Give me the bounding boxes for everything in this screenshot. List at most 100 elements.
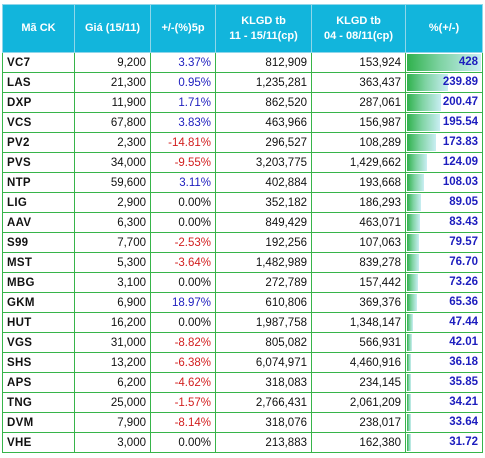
- klgd-previous-cell: 566,931: [311, 332, 406, 353]
- price-cell: 25,000: [74, 392, 151, 413]
- table-row: MBG 3,100 0.00% 272,789 157,442 73.26: [2, 272, 483, 293]
- table-row: VC7 9,200 3.37% 812,909 153,924 428: [2, 52, 483, 73]
- pct-bar: [407, 334, 413, 351]
- pct-bar: [407, 374, 412, 391]
- klgd-previous-cell: 234,145: [311, 372, 406, 393]
- table-row: VCS 67,800 3.83% 463,966 156,987 195.54: [2, 112, 483, 133]
- table-row: AAV 6,300 0.00% 849,429 463,071 83.43: [2, 212, 483, 233]
- pct-bar: [407, 94, 441, 111]
- pct-cell: 83.43: [405, 212, 483, 233]
- header-klgd-previous-line2: 04 - 08/11(cp): [323, 29, 394, 42]
- table-row: HUT 16,200 0.00% 1,987,758 1,348,147 47.44: [2, 312, 483, 333]
- table-body: VC7 9,200 3.37% 812,909 153,924 428 LAS 21,300 0…: [2, 52, 483, 453]
- pct-cell: 33.64: [405, 412, 483, 433]
- pct-cell: 89.05: [405, 192, 483, 213]
- klgd-current-cell: 849,429: [215, 212, 312, 233]
- klgd-current-cell: 1,235,281: [215, 72, 312, 93]
- table-header-row: Mã CK Giá (15/11) +/-(%)5p KLGD tb 11 - …: [2, 4, 483, 53]
- table-row: VGS 31,000 -8.82% 805,082 566,931 42.01: [2, 332, 483, 353]
- pct-bar: [407, 434, 411, 451]
- pct-bar: [407, 154, 428, 171]
- price-cell: 7,700: [74, 232, 151, 253]
- code-cell: VGS: [2, 332, 75, 353]
- klgd-previous-cell: 156,987: [311, 112, 406, 133]
- change-cell: -14.81%: [150, 132, 216, 153]
- code-cell: VCS: [2, 112, 75, 133]
- pct-value: 124.09: [442, 156, 478, 168]
- klgd-current-cell: 318,076: [215, 412, 312, 433]
- klgd-previous-cell: 369,376: [311, 292, 406, 313]
- pct-value: 108.03: [442, 176, 478, 188]
- change-cell: -1.57%: [150, 392, 216, 413]
- code-cell: PVS: [2, 152, 75, 173]
- pct-value: 33.64: [449, 416, 478, 428]
- pct-value: 83.43: [449, 216, 478, 228]
- code-cell: DXP: [2, 92, 75, 113]
- header-change: +/-(%)5p: [150, 4, 216, 53]
- klgd-previous-cell: 157,442: [311, 272, 406, 293]
- change-cell: 0.00%: [150, 312, 216, 333]
- price-cell: 59,600: [74, 172, 151, 193]
- change-cell: -9.55%: [150, 152, 216, 173]
- code-cell: DVM: [2, 412, 75, 433]
- price-cell: 13,200: [74, 352, 151, 373]
- change-cell: 1.71%: [150, 92, 216, 113]
- klgd-current-cell: 610,806: [215, 292, 312, 313]
- code-cell: NTP: [2, 172, 75, 193]
- klgd-current-cell: 296,527: [215, 132, 312, 153]
- table-row: PV2 2,300 -14.81% 296,527 108,289 173.83: [2, 132, 483, 153]
- price-cell: 5,300: [74, 252, 151, 273]
- code-cell: TNG: [2, 392, 75, 413]
- price-cell: 2,900: [74, 192, 151, 213]
- pct-cell: 73.26: [405, 272, 483, 293]
- table-row: MST 5,300 -3.64% 1,482,989 839,278 76.70: [2, 252, 483, 273]
- table-row: PVS 34,000 -9.55% 3,203,775 1,429,662 124.09: [2, 152, 483, 173]
- klgd-previous-cell: 108,289: [311, 132, 406, 153]
- header-klgd-current-line2: 11 - 15/11(cp): [229, 29, 298, 42]
- pct-cell: 76.70: [405, 252, 483, 273]
- code-cell: VC7: [2, 52, 75, 73]
- pct-value: 36.18: [449, 356, 478, 368]
- table-row: SHS 13,200 -6.38% 6,074,971 4,460,916 36.18: [2, 352, 483, 373]
- klgd-previous-cell: 193,668: [311, 172, 406, 193]
- pct-value: 42.01: [449, 336, 478, 348]
- klgd-previous-cell: 839,278: [311, 252, 406, 273]
- code-cell: GKM: [2, 292, 75, 313]
- pct-value: 79.57: [449, 236, 478, 248]
- pct-bar: [407, 214, 420, 231]
- code-cell: MST: [2, 252, 75, 273]
- pct-bar: [407, 294, 417, 311]
- change-cell: -8.82%: [150, 332, 216, 353]
- price-cell: 34,000: [74, 152, 151, 173]
- change-cell: 0.00%: [150, 192, 216, 213]
- price-cell: 6,300: [74, 212, 151, 233]
- klgd-previous-cell: 2,061,209: [311, 392, 406, 413]
- header-pct: %(+/-): [405, 4, 483, 53]
- code-cell: VHE: [2, 432, 75, 453]
- pct-bar: [407, 174, 425, 191]
- pct-bar: [407, 114, 440, 131]
- code-cell: LIG: [2, 192, 75, 213]
- code-cell: SHS: [2, 352, 75, 373]
- pct-cell: 31.72: [405, 432, 483, 453]
- table-row: DXP 11,900 1.71% 862,520 287,061 200.47: [2, 92, 483, 113]
- change-cell: 18.97%: [150, 292, 216, 313]
- pct-bar: [407, 54, 481, 71]
- change-cell: 0.00%: [150, 432, 216, 453]
- pct-value: 47.44: [449, 316, 478, 328]
- klgd-previous-cell: 4,460,916: [311, 352, 406, 373]
- price-cell: 21,300: [74, 72, 151, 93]
- klgd-current-cell: 862,520: [215, 92, 312, 113]
- pct-bar: [407, 254, 419, 271]
- klgd-previous-cell: 238,017: [311, 412, 406, 433]
- pct-cell: 173.83: [405, 132, 483, 153]
- volume-table-container: Mã CK Giá (15/11) +/-(%)5p KLGD tb 11 - …: [2, 4, 483, 453]
- klgd-previous-cell: 1,429,662: [311, 152, 406, 173]
- price-cell: 7,900: [74, 412, 151, 433]
- pct-cell: 124.09: [405, 152, 483, 173]
- code-cell: HUT: [2, 312, 75, 333]
- change-cell: 3.11%: [150, 172, 216, 193]
- pct-value: 65.36: [449, 296, 478, 308]
- change-cell: 0.95%: [150, 72, 216, 93]
- pct-cell: 35.85: [405, 372, 483, 393]
